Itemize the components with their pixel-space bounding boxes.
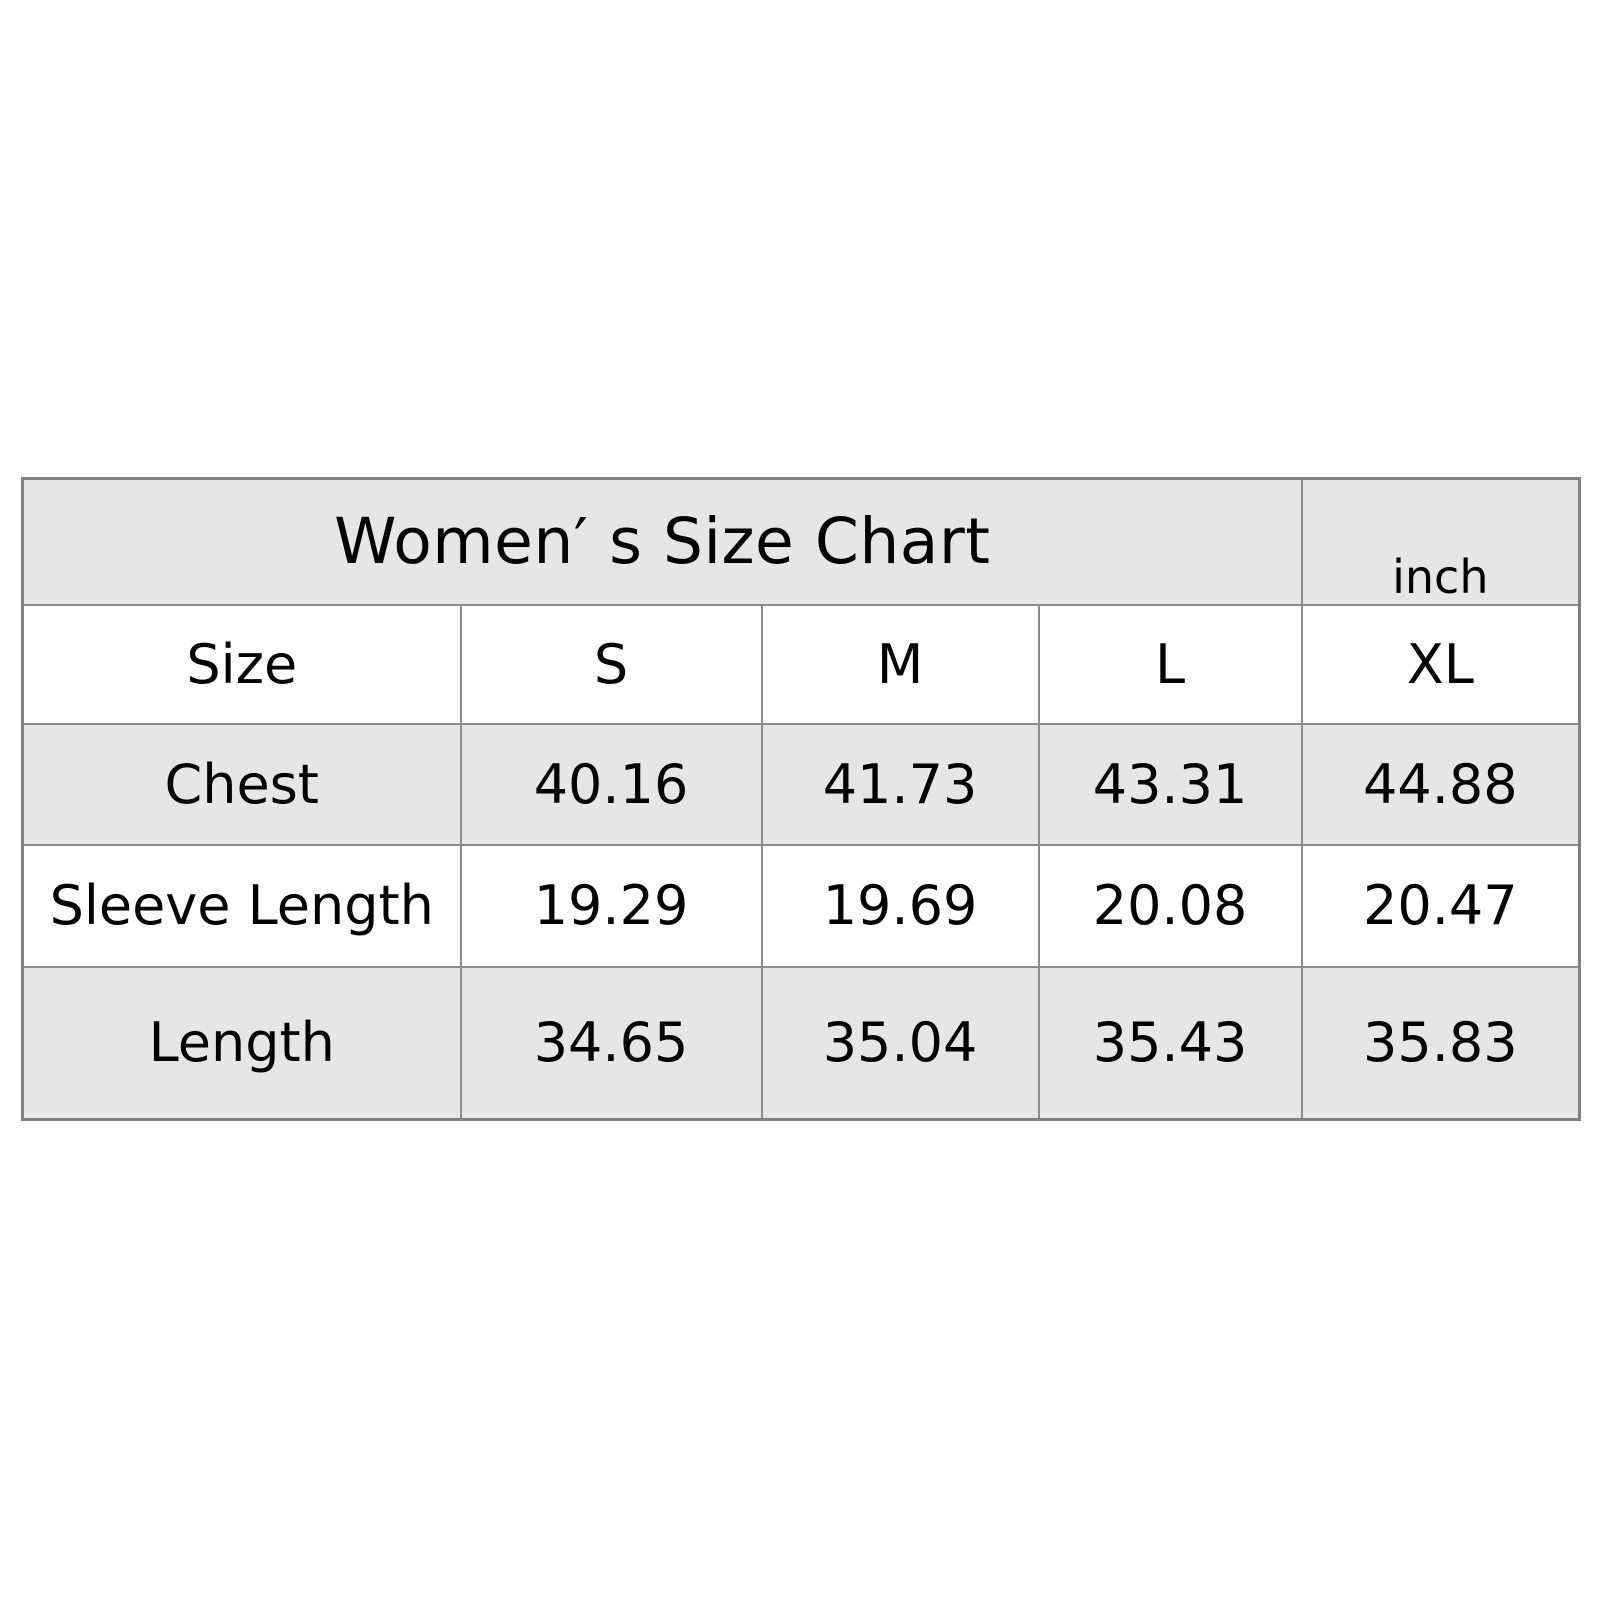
column-header-s: S [459, 603, 763, 725]
cell-chest-l: 43.31 [1037, 722, 1303, 846]
table-row: Sleeve Length 19.29 19.69 20.08 20.47 [21, 843, 1581, 968]
cell-sleeve-length-l: 20.08 [1037, 843, 1303, 968]
cell-length-m: 35.04 [760, 965, 1040, 1121]
unit-label: inch [1300, 477, 1581, 606]
row-label-chest: Chest [21, 722, 462, 846]
row-label-sleeve-length: Sleeve Length [21, 843, 462, 968]
column-header-size: Size [21, 603, 462, 725]
column-header-l: L [1037, 603, 1303, 725]
row-label-length: Length [21, 965, 462, 1121]
cell-chest-s: 40.16 [459, 722, 763, 846]
cell-length-xl: 35.83 [1300, 965, 1581, 1121]
table-row: Length 34.65 35.04 35.43 35.83 [21, 965, 1581, 1121]
cell-sleeve-length-xl: 20.47 [1300, 843, 1581, 968]
table-header-row: Size S M L XL [21, 603, 1581, 725]
table-title-row: Women′ s Size Chart inch [21, 477, 1581, 606]
cell-length-s: 34.65 [459, 965, 763, 1121]
cell-length-l: 35.43 [1037, 965, 1303, 1121]
table-row: Chest 40.16 41.73 43.31 44.88 [21, 722, 1581, 846]
chart-title: Women′ s Size Chart [21, 477, 1303, 606]
column-header-xl: XL [1300, 603, 1581, 725]
womens-size-chart-table: Women′ s Size Chart inch Size S M L XL C… [21, 477, 1582, 1121]
cell-sleeve-length-m: 19.69 [760, 843, 1040, 968]
cell-chest-xl: 44.88 [1300, 722, 1581, 846]
column-header-m: M [760, 603, 1040, 725]
cell-chest-m: 41.73 [760, 722, 1040, 846]
cell-sleeve-length-s: 19.29 [459, 843, 763, 968]
